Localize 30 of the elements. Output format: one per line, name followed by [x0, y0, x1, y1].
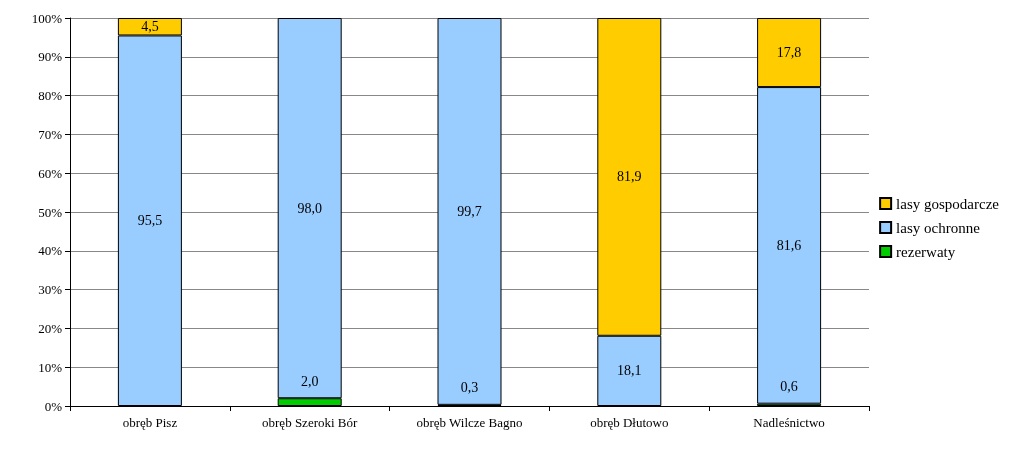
data-label: 18,1	[617, 363, 642, 379]
y-tick-label: 20%	[38, 320, 63, 336]
y-tick-label: 0%	[44, 398, 63, 414]
y-tick-label: 70%	[38, 126, 63, 142]
y-tick-label: 90%	[38, 49, 63, 65]
x-tick-label: obręb Dłutowo	[590, 415, 669, 430]
legend-label: lasy gospodarcze	[896, 195, 1000, 212]
y-tick-label: 50%	[38, 204, 63, 220]
data-label: 98,0	[297, 200, 322, 216]
data-label: 99,7	[457, 203, 482, 219]
legend-label: rezerwaty	[896, 243, 956, 260]
x-tick-label: obręb Pisz	[122, 415, 178, 430]
data-label: 81,9	[617, 169, 642, 185]
y-tick-label: 80%	[38, 88, 63, 104]
data-label: 0,6	[780, 379, 798, 395]
y-tick-label: 60%	[38, 165, 63, 181]
y-tick-label: 40%	[38, 243, 63, 259]
y-tick-label: 100%	[31, 10, 63, 26]
data-label: 81,6	[776, 237, 802, 253]
data-label: 0,3	[460, 380, 479, 396]
legend-label: lasy ochronne	[896, 219, 981, 236]
x-tick-label: Nadleśnictwo	[753, 415, 825, 430]
x-tick-label: obręb Szeroki Bór	[262, 415, 359, 430]
data-label: 95,5	[137, 213, 163, 229]
x-tick-label: obręb Wilcze Bagno	[416, 415, 523, 430]
data-label: 4,5	[141, 19, 159, 35]
y-tick-label: 10%	[38, 359, 63, 375]
data-label: 2,0	[300, 373, 319, 389]
data-label: 17,8	[776, 45, 802, 61]
y-tick-label: 30%	[38, 282, 63, 298]
